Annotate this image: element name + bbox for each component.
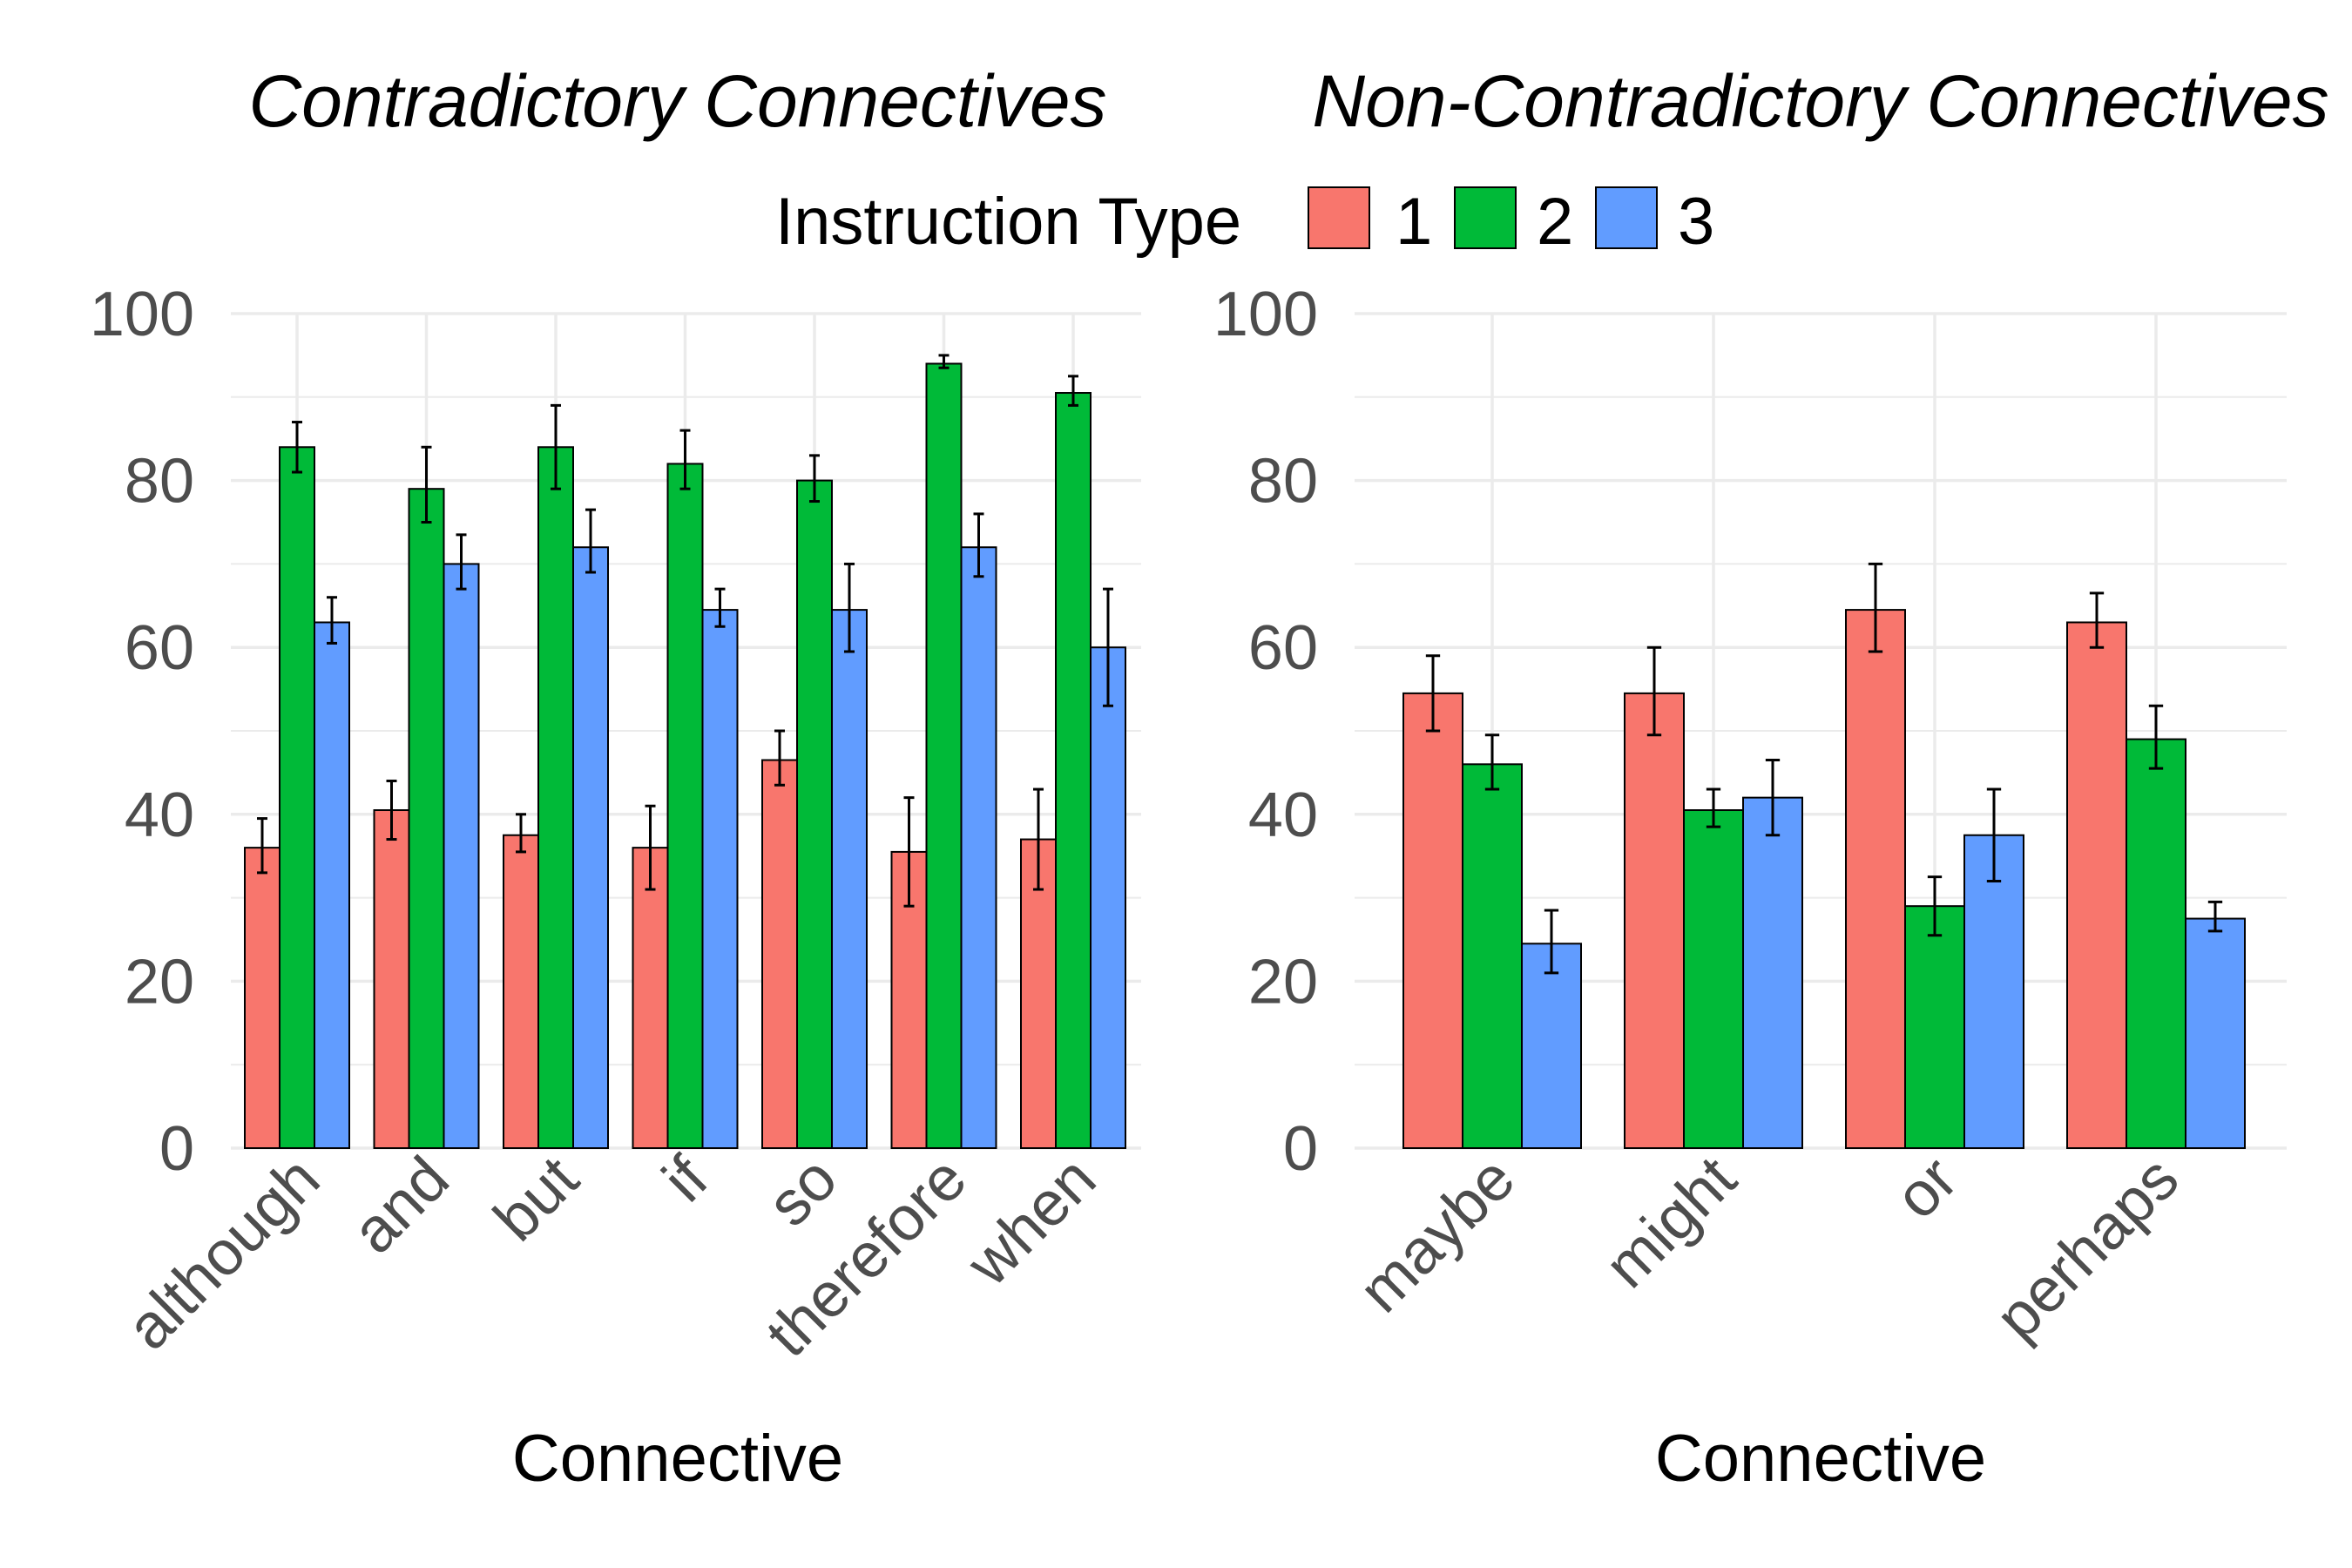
x-axis-title: Connective [512,1422,843,1496]
bar-series-2 [666,463,704,1149]
bar-series-3 [314,621,350,1149]
y-tick-label: 20 [125,947,194,1017]
bar-series-1 [632,847,669,1149]
y-tick-label: 0 [1283,1114,1318,1184]
bar-series-3 [1742,796,1803,1149]
bar-series-2 [925,362,963,1150]
bar-series-2 [279,446,315,1149]
bar-series-1 [1845,609,1906,1149]
legend-swatch-2 [1454,186,1517,249]
panel-bars [244,354,1126,1150]
bar-series-2 [1683,809,1744,1149]
bar-series-2 [537,446,574,1149]
bar-series-1 [2066,621,2127,1149]
y-tick-label: 100 [1213,280,1318,349]
bar-series-3 [1521,943,1582,1150]
y-tick-label: 80 [125,447,194,517]
bar-series-2 [1462,763,1523,1149]
bar-series-3 [443,563,480,1149]
bar-series-1 [1624,692,1685,1149]
legend-label-3: 3 [1678,185,1714,259]
bar-series-3 [1090,646,1126,1149]
bar-series-2 [1055,392,1092,1149]
legend-label-1: 1 [1396,185,1432,259]
legend: Instruction Type 1 2 3 [775,185,1714,259]
bar-series-3 [1963,834,2024,1149]
panel-bars [1402,562,2246,1150]
bar-series-1 [503,834,539,1149]
bar-series-1 [244,847,280,1149]
bar-series-3 [572,546,609,1149]
y-tick-label: 60 [125,613,194,683]
y-tick-label: 20 [1248,947,1318,1017]
bar-series-3 [960,546,997,1149]
legend-title: Instruction Type [775,185,1241,259]
bar-series-2 [1904,905,1965,1150]
panel-title: Contradictory Connectives [248,60,1106,142]
y-tick-label: 40 [125,781,194,850]
bar-series-3 [831,609,868,1149]
bar-series-3 [2185,917,2246,1150]
bar-series-1 [761,759,798,1150]
bar-series-1 [373,809,410,1149]
y-tick-label: 80 [1248,447,1318,517]
bar-series-2 [2126,738,2186,1150]
bar-series-2 [796,479,833,1149]
panel-title: Non-Contradictory Connectives [1312,60,2328,142]
y-tick-label: 0 [159,1114,194,1184]
y-tick-label: 40 [1248,781,1318,850]
bar-series-1 [1402,692,1463,1149]
legend-swatch-3 [1595,186,1658,249]
y-tick-label: 60 [1248,613,1318,683]
bar-series-2 [408,488,445,1149]
bar-series-3 [701,609,739,1149]
legend-label-2: 2 [1537,185,1573,259]
y-tick-label: 100 [90,280,194,349]
x-axis-title: Connective [1655,1422,1986,1496]
legend-swatch-1 [1308,186,1370,249]
